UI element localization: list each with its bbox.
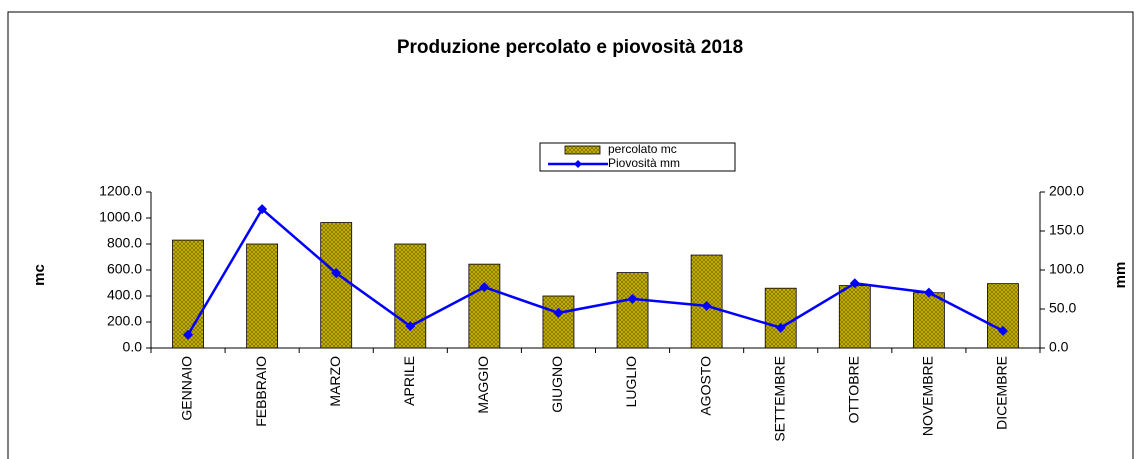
bar xyxy=(468,263,501,349)
bar xyxy=(542,295,575,349)
x-tick-label: APRILE xyxy=(401,356,417,406)
line-marker xyxy=(405,321,416,332)
chart-title: Produzione percolato e piovosità 2018 xyxy=(397,37,743,58)
bar xyxy=(764,287,797,349)
bar xyxy=(394,243,427,349)
y-tick-label: 200.0 xyxy=(107,313,142,329)
bar xyxy=(246,243,279,349)
line-marker xyxy=(257,204,268,215)
y-tick-label: 600.0 xyxy=(107,261,142,277)
y2-tick-label: 0.0 xyxy=(1049,339,1069,355)
y2-tick-label: 150.0 xyxy=(1049,222,1084,238)
line-marker xyxy=(183,329,194,340)
legend-label: percolato mc xyxy=(608,142,677,156)
line-marker xyxy=(849,278,860,289)
x-tick-label: OTTOBRE xyxy=(845,356,861,423)
x-tick-label: NOVEMBRE xyxy=(920,356,936,436)
line-marker xyxy=(775,322,786,333)
bar xyxy=(987,283,1019,349)
y-axis-title: mc xyxy=(31,264,48,286)
line-marker xyxy=(479,282,490,293)
chart-border xyxy=(7,11,1134,459)
legend-marker xyxy=(574,160,582,168)
line xyxy=(186,207,1004,336)
x-tick-label: FEBBRAIO xyxy=(253,356,269,427)
y-tick-label: 800.0 xyxy=(107,235,142,251)
y-tick-label: 1000.0 xyxy=(99,209,142,225)
line-marker xyxy=(627,293,638,304)
x-tick-label: LUGLIO xyxy=(623,356,639,407)
legend-label: Piovosità mm xyxy=(608,156,680,170)
line-marker xyxy=(553,307,564,318)
bar xyxy=(616,272,649,349)
x-tick-label: GIUGNO xyxy=(549,356,565,413)
y-tick-label: 0.0 xyxy=(123,339,143,355)
bar xyxy=(172,239,204,349)
x-tick-label: MAGGIO xyxy=(475,356,491,414)
y-tick-label: 1200.0 xyxy=(99,183,142,199)
bar xyxy=(838,285,871,349)
x-tick-label: MARZO xyxy=(327,356,343,407)
line-marker xyxy=(701,300,712,311)
line-marker xyxy=(997,325,1008,336)
x-tick-label: GENNAIO xyxy=(179,356,195,421)
line-marker xyxy=(923,287,934,298)
x-tick-label: DICEMBRE xyxy=(994,356,1010,430)
x-tick-label: SETTEMBRE xyxy=(771,356,787,442)
y2-axis-title: mm xyxy=(1112,262,1129,289)
bar xyxy=(912,292,945,349)
y2-tick-label: 100.0 xyxy=(1049,261,1084,277)
x-tick-label: AGOSTO xyxy=(697,356,713,416)
legend-swatch xyxy=(564,145,601,155)
y-tick-label: 400.0 xyxy=(107,287,142,303)
bar xyxy=(320,222,353,349)
y2-tick-label: 200.0 xyxy=(1049,183,1084,199)
line-marker xyxy=(331,268,342,279)
y2-tick-label: 50.0 xyxy=(1049,300,1076,316)
